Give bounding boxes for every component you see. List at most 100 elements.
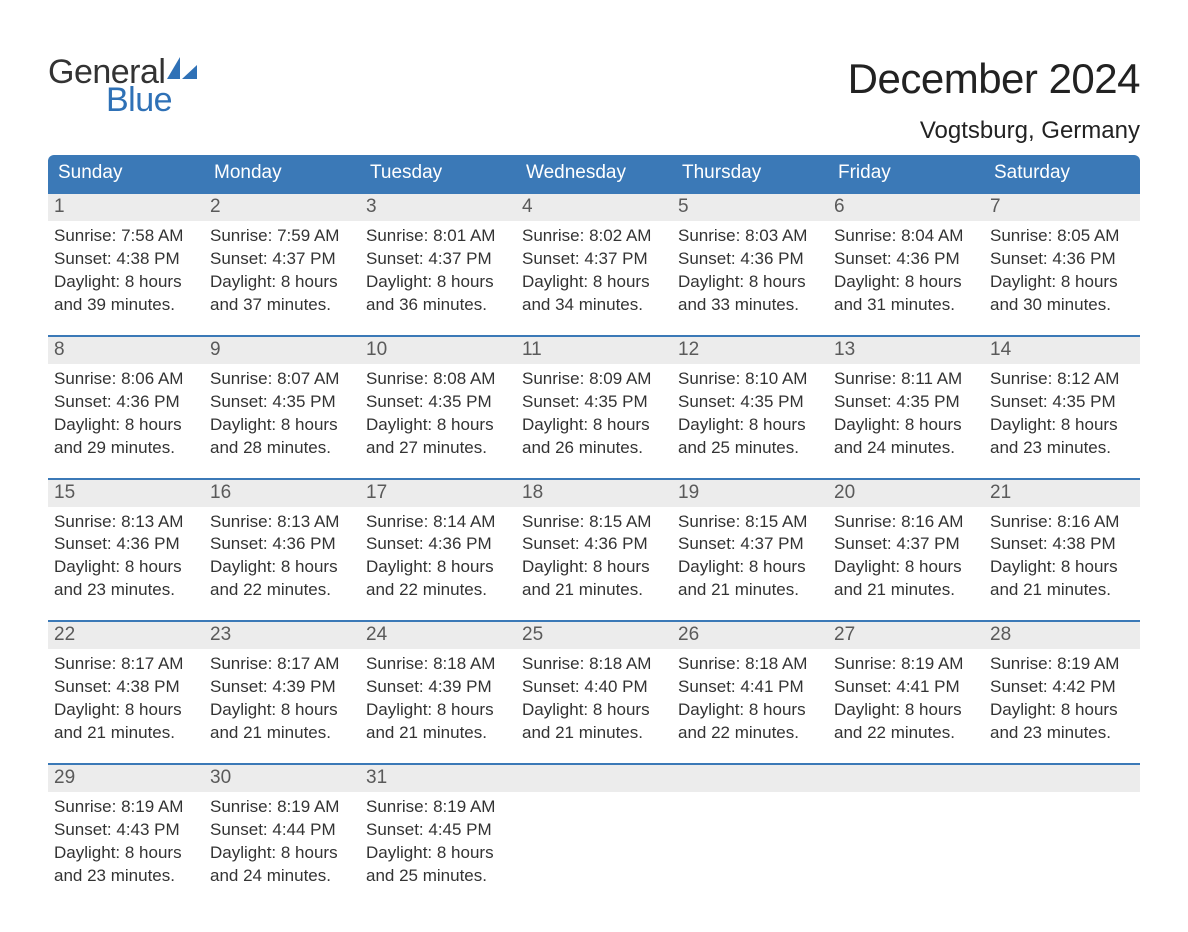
sunset-line: Sunset: 4:35 PM [522,391,666,414]
calendar-week: 15Sunrise: 8:13 AMSunset: 4:36 PMDayligh… [48,478,1140,607]
day-details: Sunrise: 8:09 AMSunset: 4:35 PMDaylight:… [516,364,672,464]
day-number: 19 [672,480,828,507]
sunset-line: Sunset: 4:38 PM [54,676,198,699]
day-number: 29 [48,765,204,792]
calendar-day: 12Sunrise: 8:10 AMSunset: 4:35 PMDayligh… [672,337,828,464]
sunrise-line: Sunrise: 8:17 AM [54,653,198,676]
sunset-line: Sunset: 4:38 PM [990,533,1134,556]
day-number: 30 [204,765,360,792]
daylight-line: Daylight: 8 hours and 23 minutes. [990,699,1134,745]
daylight-line: Daylight: 8 hours and 25 minutes. [366,842,510,888]
day-number: . [672,765,828,792]
sunset-line: Sunset: 4:37 PM [522,248,666,271]
daylight-line: Daylight: 8 hours and 21 minutes. [990,556,1134,602]
daylight-line: Daylight: 8 hours and 21 minutes. [522,556,666,602]
daylight-line: Daylight: 8 hours and 23 minutes. [54,556,198,602]
calendar-day: 2Sunrise: 7:59 AMSunset: 4:37 PMDaylight… [204,194,360,321]
sunset-line: Sunset: 4:43 PM [54,819,198,842]
daylight-line: Daylight: 8 hours and 21 minutes. [834,556,978,602]
sunrise-line: Sunrise: 8:19 AM [990,653,1134,676]
sunrise-line: Sunrise: 8:17 AM [210,653,354,676]
sunrise-line: Sunrise: 8:05 AM [990,225,1134,248]
daylight-line: Daylight: 8 hours and 33 minutes. [678,271,822,317]
day-details: Sunrise: 8:19 AMSunset: 4:42 PMDaylight:… [984,649,1140,749]
sunrise-line: Sunrise: 8:18 AM [678,653,822,676]
day-details: Sunrise: 8:19 AMSunset: 4:43 PMDaylight:… [48,792,204,892]
day-details: Sunrise: 8:16 AMSunset: 4:37 PMDaylight:… [828,507,984,607]
day-details: Sunrise: 8:18 AMSunset: 4:39 PMDaylight:… [360,649,516,749]
daylight-line: Daylight: 8 hours and 36 minutes. [366,271,510,317]
sunrise-line: Sunrise: 8:01 AM [366,225,510,248]
day-details: Sunrise: 8:06 AMSunset: 4:36 PMDaylight:… [48,364,204,464]
sunrise-line: Sunrise: 8:19 AM [210,796,354,819]
logo: General Blue [48,55,197,117]
calendar-day: 18Sunrise: 8:15 AMSunset: 4:36 PMDayligh… [516,480,672,607]
daylight-line: Daylight: 8 hours and 39 minutes. [54,271,198,317]
sunset-line: Sunset: 4:36 PM [522,533,666,556]
day-number: 8 [48,337,204,364]
calendar-day: . [516,765,672,892]
day-number: 23 [204,622,360,649]
calendar-day: 6Sunrise: 8:04 AMSunset: 4:36 PMDaylight… [828,194,984,321]
day-number: 13 [828,337,984,364]
sunset-line: Sunset: 4:37 PM [366,248,510,271]
calendar-day: 22Sunrise: 8:17 AMSunset: 4:38 PMDayligh… [48,622,204,749]
sunrise-line: Sunrise: 8:06 AM [54,368,198,391]
sunset-line: Sunset: 4:36 PM [54,533,198,556]
sunrise-line: Sunrise: 8:04 AM [834,225,978,248]
sunset-line: Sunset: 4:37 PM [678,533,822,556]
calendar-day: 13Sunrise: 8:11 AMSunset: 4:35 PMDayligh… [828,337,984,464]
month-title: December 2024 [848,55,1140,103]
sunrise-line: Sunrise: 8:18 AM [522,653,666,676]
calendar-day: 21Sunrise: 8:16 AMSunset: 4:38 PMDayligh… [984,480,1140,607]
day-number: 4 [516,194,672,221]
dow-cell: Sunday [48,155,204,192]
daylight-line: Daylight: 8 hours and 30 minutes. [990,271,1134,317]
calendar-day: 14Sunrise: 8:12 AMSunset: 4:35 PMDayligh… [984,337,1140,464]
day-number: 3 [360,194,516,221]
daylight-line: Daylight: 8 hours and 37 minutes. [210,271,354,317]
sunrise-line: Sunrise: 8:19 AM [834,653,978,676]
day-details: Sunrise: 8:13 AMSunset: 4:36 PMDaylight:… [48,507,204,607]
calendar-day: 19Sunrise: 8:15 AMSunset: 4:37 PMDayligh… [672,480,828,607]
day-number: 17 [360,480,516,507]
calendar-day: 23Sunrise: 8:17 AMSunset: 4:39 PMDayligh… [204,622,360,749]
calendar-day: 5Sunrise: 8:03 AMSunset: 4:36 PMDaylight… [672,194,828,321]
daylight-line: Daylight: 8 hours and 27 minutes. [366,414,510,460]
daylight-line: Daylight: 8 hours and 22 minutes. [834,699,978,745]
sunset-line: Sunset: 4:35 PM [990,391,1134,414]
daylight-line: Daylight: 8 hours and 21 minutes. [522,699,666,745]
sunset-line: Sunset: 4:35 PM [834,391,978,414]
calendar-day: 7 Sunrise: 8:05 AMSunset: 4:36 PMDaylight… [984,194,1140,321]
dow-cell: Saturday [984,155,1140,192]
calendar-day: 15Sunrise: 8:13 AMSunset: 4:36 PMDayligh… [48,480,204,607]
calendar-day: 24Sunrise: 8:18 AMSunset: 4:39 PMDayligh… [360,622,516,749]
day-details: Sunrise: 8:04 AMSunset: 4:36 PMDaylight:… [828,221,984,321]
sunrise-line: Sunrise: 8:15 AM [678,511,822,534]
day-details: Sunrise: 8:01 AMSunset: 4:37 PMDaylight:… [360,221,516,321]
sunrise-line: Sunrise: 8:07 AM [210,368,354,391]
daylight-line: Daylight: 8 hours and 22 minutes. [210,556,354,602]
sunset-line: Sunset: 4:36 PM [990,248,1134,271]
calendar-week: 8Sunrise: 8:06 AMSunset: 4:36 PMDaylight… [48,335,1140,464]
sunset-line: Sunset: 4:37 PM [834,533,978,556]
day-number: 7 [984,194,1140,221]
sunrise-line: Sunrise: 8:18 AM [366,653,510,676]
calendar-week: 22Sunrise: 8:17 AMSunset: 4:38 PMDayligh… [48,620,1140,749]
title-block: December 2024 Vogtsburg, Germany [848,55,1140,145]
sunrise-line: Sunrise: 8:16 AM [990,511,1134,534]
sunrise-line: Sunrise: 8:10 AM [678,368,822,391]
daylight-line: Daylight: 8 hours and 34 minutes. [522,271,666,317]
day-details: Sunrise: 8:17 AMSunset: 4:39 PMDaylight:… [204,649,360,749]
day-number: 22 [48,622,204,649]
sunset-line: Sunset: 4:38 PM [54,248,198,271]
day-number: 5 [672,194,828,221]
day-number: 9 [204,337,360,364]
day-details: Sunrise: 8:18 AMSunset: 4:40 PMDaylight:… [516,649,672,749]
daylight-line: Daylight: 8 hours and 26 minutes. [522,414,666,460]
daylight-line: Daylight: 8 hours and 23 minutes. [54,842,198,888]
day-number: 26 [672,622,828,649]
sunrise-line: Sunrise: 7:58 AM [54,225,198,248]
calendar-day: 31Sunrise: 8:19 AMSunset: 4:45 PMDayligh… [360,765,516,892]
day-details: Sunrise: 8:11 AMSunset: 4:35 PMDaylight:… [828,364,984,464]
